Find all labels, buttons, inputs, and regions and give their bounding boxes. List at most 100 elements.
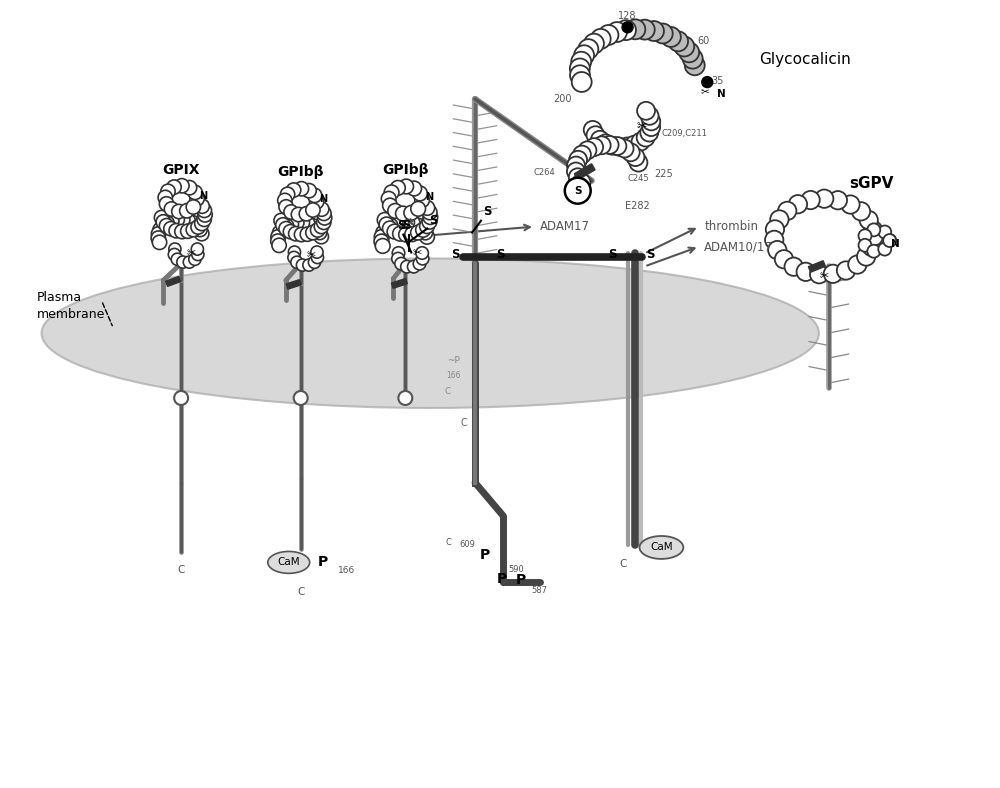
Circle shape [311,246,323,258]
Text: C264: C264 [533,169,555,177]
Circle shape [312,225,327,240]
Text: Plasma
membrane: Plasma membrane [37,292,105,322]
Circle shape [399,179,414,194]
Text: S: S [483,205,492,217]
Circle shape [383,221,397,236]
Circle shape [570,58,590,79]
Circle shape [198,208,212,222]
Circle shape [190,191,204,206]
Circle shape [420,201,435,215]
Circle shape [161,184,175,199]
Circle shape [626,148,644,166]
Circle shape [578,141,596,159]
Text: 200: 200 [553,94,572,104]
Text: N: N [891,239,899,248]
Circle shape [801,191,820,210]
Circle shape [168,248,180,261]
Circle shape [391,180,405,195]
Circle shape [314,219,329,234]
Text: S: S [646,248,655,261]
Circle shape [859,229,871,242]
Circle shape [176,213,190,227]
Text: N: N [319,194,327,203]
Circle shape [785,258,803,276]
Circle shape [867,223,880,236]
Circle shape [642,118,660,136]
Circle shape [578,39,598,59]
Circle shape [310,223,325,237]
Circle shape [197,212,211,226]
Text: GPIbβ: GPIbβ [277,165,324,179]
Circle shape [286,183,301,197]
Circle shape [644,21,664,41]
Circle shape [625,136,643,154]
Circle shape [770,210,789,229]
Circle shape [829,191,847,210]
Circle shape [685,55,705,76]
Circle shape [195,199,209,214]
Circle shape [183,256,195,268]
Circle shape [597,135,615,152]
Circle shape [415,221,430,236]
Circle shape [271,229,285,244]
Circle shape [765,231,783,249]
Circle shape [585,138,603,156]
Circle shape [611,138,629,156]
Circle shape [288,251,300,263]
Circle shape [306,203,320,217]
Circle shape [852,203,870,221]
Text: C: C [444,386,450,396]
Circle shape [637,128,655,147]
Circle shape [189,253,201,266]
Circle shape [164,202,179,216]
Circle shape [641,107,658,125]
Circle shape [159,218,174,233]
Circle shape [275,222,290,236]
Circle shape [857,247,875,266]
Text: S: S [608,248,617,261]
Text: C: C [619,559,626,570]
Circle shape [381,191,396,206]
Circle shape [383,198,397,213]
Circle shape [411,225,425,240]
Text: 225: 225 [654,169,673,179]
Circle shape [186,200,201,214]
Circle shape [290,216,304,230]
Circle shape [279,199,293,214]
Circle shape [859,239,871,252]
Circle shape [815,190,833,208]
Circle shape [797,262,815,281]
Text: C: C [297,587,304,597]
Circle shape [375,239,390,253]
Text: C245: C245 [628,174,649,184]
Text: ✂: ✂ [413,248,422,258]
Circle shape [567,157,585,174]
Circle shape [395,258,407,270]
Circle shape [632,132,649,151]
Text: N: N [199,191,207,201]
Text: 60: 60 [697,36,710,46]
Circle shape [810,265,828,284]
Circle shape [191,243,203,255]
Circle shape [618,138,636,155]
Circle shape [164,221,178,236]
Circle shape [587,126,604,144]
Circle shape [416,252,429,265]
Circle shape [400,215,414,229]
Text: GPIX: GPIX [162,163,200,177]
Circle shape [284,217,299,231]
Circle shape [653,24,673,43]
Circle shape [311,251,324,263]
Circle shape [608,137,626,155]
Circle shape [167,180,181,195]
Circle shape [170,213,184,227]
Circle shape [387,225,402,239]
Text: 590: 590 [508,565,524,574]
Circle shape [392,252,404,265]
Circle shape [186,216,200,230]
Circle shape [860,211,878,229]
Circle shape [156,214,170,229]
Circle shape [416,247,428,259]
Text: Glycocalicin: Glycocalicin [759,52,851,67]
Text: N: N [425,191,433,202]
